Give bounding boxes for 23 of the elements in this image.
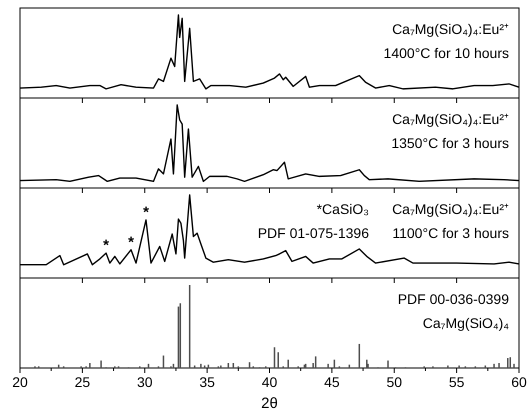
annotation: * [103, 237, 110, 254]
annotation: PDF 01-075-1396 [258, 225, 370, 241]
x-tick-label: 20 [12, 374, 28, 390]
annotation: 1350°C for 3 hours [391, 135, 509, 151]
x-tick-label: 50 [386, 374, 402, 390]
x-tick-label: 25 [74, 374, 90, 390]
annotation: 1400°C for 10 hours [384, 45, 509, 61]
annotation: *CaSiO₃ [316, 201, 369, 217]
annotation: 1100°C for 3 hours [392, 225, 509, 241]
x-tick-label: 30 [136, 374, 153, 390]
x-tick-label: 35 [199, 374, 216, 390]
annotation: * [143, 204, 150, 221]
x-axis-title: 2θ [261, 395, 278, 412]
annotation: Ca₇Mg(SiO₄)₄:Eu²⁺ [392, 21, 509, 37]
x-tick-label: 55 [448, 374, 465, 390]
annotation: * [128, 234, 134, 251]
annotation: Ca₇Mg(SiO₄)₄:Eu²⁺ [392, 111, 509, 127]
annotation: Ca₇Mg(SiO₄)₄ [422, 315, 510, 331]
annotation: Ca₇Mg(SiO₄)₄:Eu²⁺ [392, 201, 509, 217]
x-tick-label: 40 [262, 374, 278, 390]
annotation: PDF 00-036-0399 [398, 291, 510, 307]
x-tick-label: 60 [511, 374, 527, 390]
x-tick-label: 45 [324, 374, 340, 390]
